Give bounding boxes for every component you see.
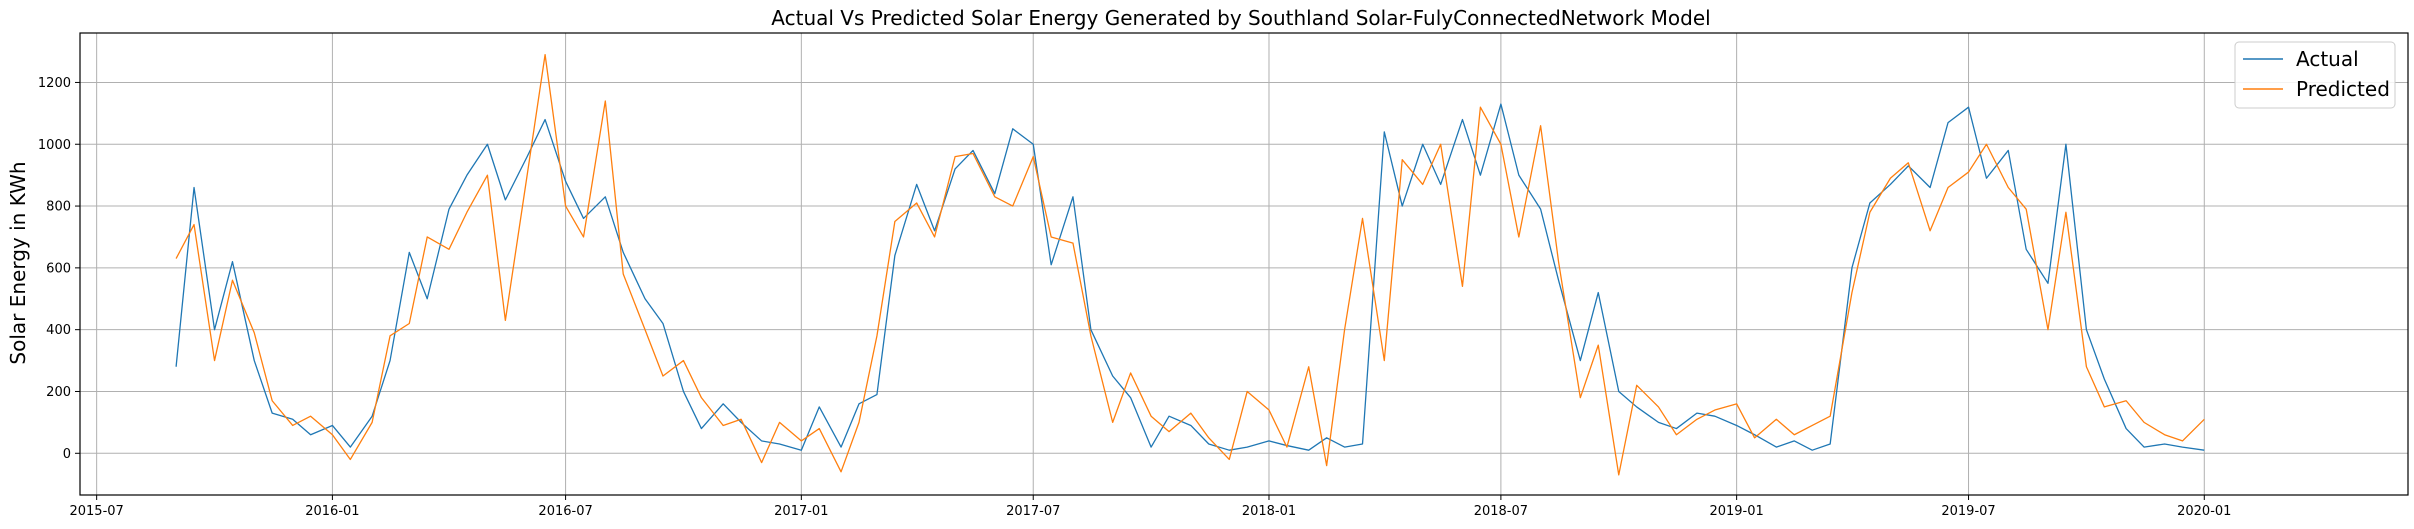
x-tick-label: 2018-01 bbox=[1242, 504, 1296, 519]
y-tick-label: 400 bbox=[46, 323, 71, 338]
y-tick-label: 1200 bbox=[38, 76, 71, 91]
y-axis-label: Solar Energy in KWh bbox=[6, 161, 30, 364]
x-tick-label: 2020-01 bbox=[2177, 504, 2231, 519]
y-tick-label: 800 bbox=[46, 200, 71, 215]
y-tick-label: 200 bbox=[46, 385, 71, 400]
axes: 0 200 400 600 800 1000 1200 2015-07 2016-01 2016-… bbox=[38, 76, 2232, 519]
legend-label-actual: Actual bbox=[2296, 47, 2359, 71]
x-tick-label: 2017-01 bbox=[774, 504, 828, 519]
legend: Actual Predicted bbox=[2234, 41, 2396, 109]
y-tick-label: 0 bbox=[63, 447, 71, 462]
legend-label-predicted: Predicted bbox=[2296, 77, 2390, 101]
x-tick-label: 2015-07 bbox=[69, 504, 123, 519]
x-tick-label: 2018-07 bbox=[1474, 504, 1528, 519]
series-layer bbox=[175, 53, 2205, 476]
x-tick-label: 2016-01 bbox=[305, 504, 359, 519]
y-tick-label: 1000 bbox=[38, 138, 71, 153]
series-line-actual bbox=[175, 103, 2205, 451]
x-tick-label: 2016-07 bbox=[538, 504, 592, 519]
x-tick-label: 2019-01 bbox=[1709, 504, 1763, 519]
plot-frame bbox=[79, 32, 2409, 496]
series-line-predicted bbox=[175, 53, 2205, 476]
grid bbox=[80, 33, 2408, 495]
x-tick-label: 2019-07 bbox=[1941, 504, 1995, 519]
x-tick-label: 2017-07 bbox=[1006, 504, 1060, 519]
y-tick-label: 600 bbox=[46, 261, 71, 276]
chart-title: Actual Vs Predicted Solar Energy Generat… bbox=[771, 6, 1710, 30]
